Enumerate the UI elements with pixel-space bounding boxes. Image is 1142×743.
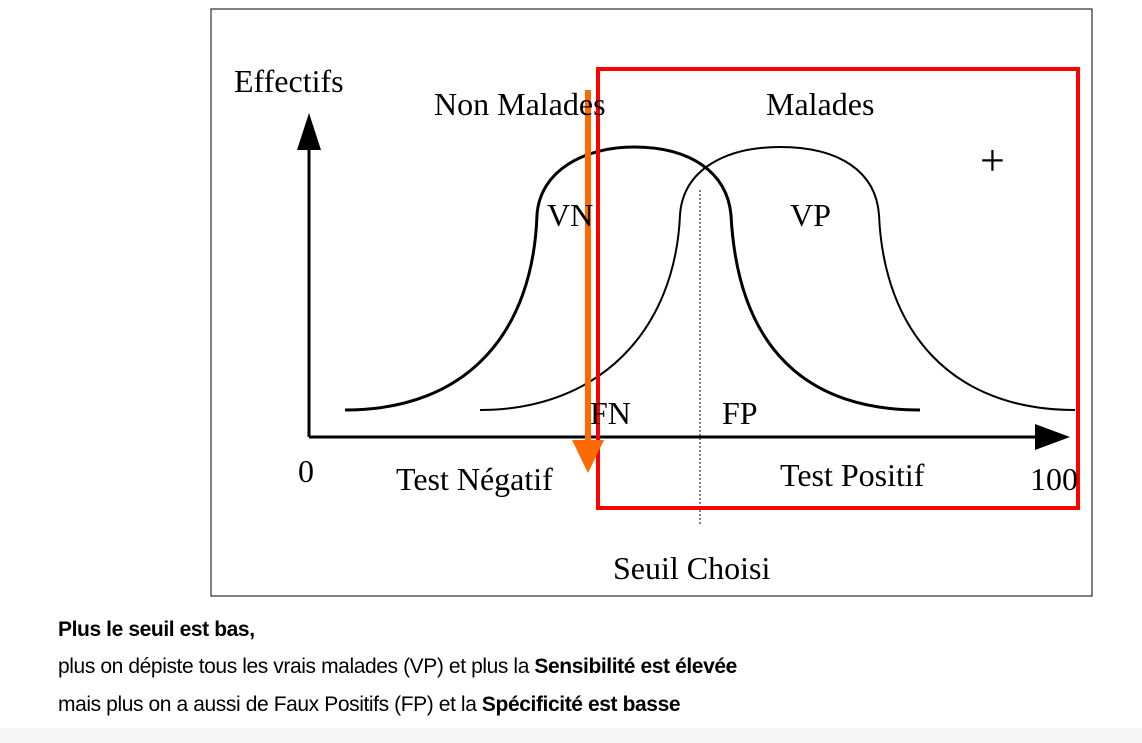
x-max-label: 100 [1030, 461, 1078, 497]
caption-text: plus on dépiste tous les vrais malades (… [58, 655, 535, 678]
fp-label: FP [722, 395, 758, 431]
caption-line-1: Plus le seuil est bas, [58, 618, 255, 642]
caption-line-2: plus on dépiste tous les vrais malades (… [58, 655, 737, 679]
test-positif-label: Test Positif [780, 457, 925, 493]
y-axis-label: Effectifs [234, 63, 344, 99]
positive-zone-highlight [596, 67, 1080, 510]
x-axis-arrow-icon [1035, 424, 1070, 450]
non-malades-curve [344, 145, 921, 412]
seuil-choisi-label: Seuil Choisi [613, 550, 770, 586]
caption-text: mais plus on a aussi de Faux Positifs (F… [58, 693, 482, 716]
arrow-down-icon [572, 440, 604, 473]
caption-line-3: mais plus on a aussi de Faux Positifs (F… [58, 693, 681, 717]
bottom-strip [0, 728, 1142, 743]
test-negatif-label: Test Négatif [396, 461, 553, 497]
non-malades-label: Non Malades [434, 86, 606, 122]
fn-label: FN [590, 395, 631, 431]
plus-sign: + [980, 136, 1005, 185]
diagram-frame [210, 8, 1093, 597]
malades-label: Malades [766, 86, 874, 122]
malades-curve [479, 145, 1076, 411]
y-axis-arrow-icon [297, 113, 321, 150]
caption-emphasis: Sensibilité est élevée [534, 655, 737, 678]
caption-emphasis: Spécificité est basse [481, 693, 681, 716]
caption-heading: Plus le seuil est bas, [58, 618, 255, 641]
x-min-label: 0 [298, 453, 314, 489]
vp-label: VP [790, 197, 831, 233]
vn-label: VN [547, 197, 593, 233]
